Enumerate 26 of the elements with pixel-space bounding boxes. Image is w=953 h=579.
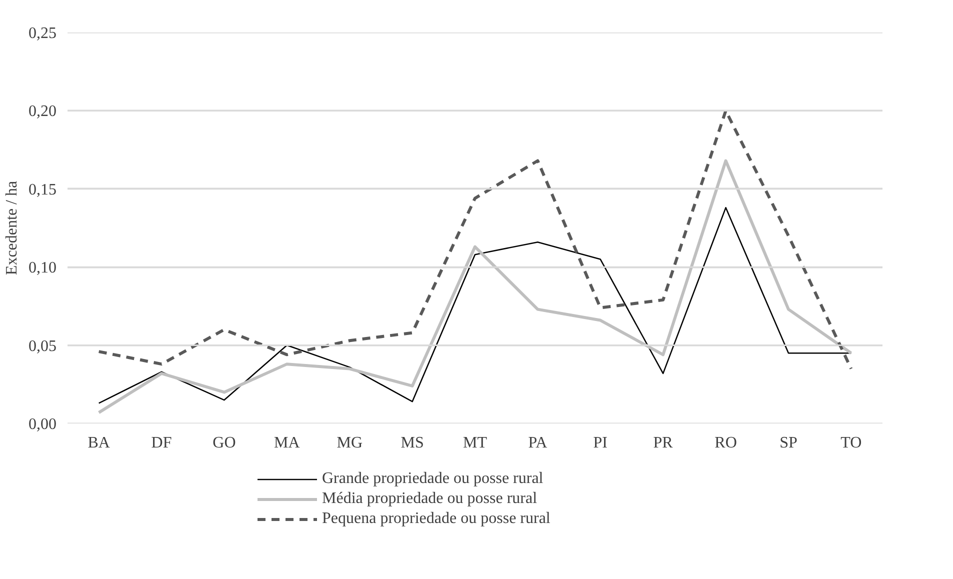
y-axis-title: Excedente / ha (4, 180, 20, 276)
x-tick-label: SP (780, 434, 798, 452)
y-tick-label: 0,25 (28, 25, 56, 42)
y-tick-label: 0,20 (28, 103, 56, 120)
x-tick-label: PA (528, 434, 548, 452)
y-tick-label: 0,10 (28, 260, 56, 277)
legend-label: Grande propriedade ou posse rural (322, 470, 544, 488)
x-tick-label: MG (336, 434, 363, 452)
legend-label: Média propriedade ou posse rural (322, 490, 538, 508)
x-tick-label: RO (714, 434, 737, 452)
x-tick-label: MA (274, 434, 300, 452)
x-tick-label: PI (593, 434, 608, 452)
y-tick-label: 0,00 (28, 416, 56, 433)
x-tick-label: DF (151, 434, 172, 452)
x-tick-label: MS (400, 434, 424, 452)
y-tick-label: 0,15 (28, 181, 56, 198)
line-series (97, 159, 853, 414)
x-tick-label: GO (212, 434, 236, 452)
x-tick-label: TO (840, 434, 862, 452)
x-tick-label: PR (653, 434, 674, 452)
legend-label: Pequena propriedade ou posse rural (322, 510, 550, 528)
y-tick-label: 0,05 (28, 338, 56, 355)
line-series (97, 109, 853, 370)
x-tick-label: MT (463, 434, 488, 452)
x-tick-label: BA (88, 434, 110, 452)
line-series (98, 207, 852, 404)
